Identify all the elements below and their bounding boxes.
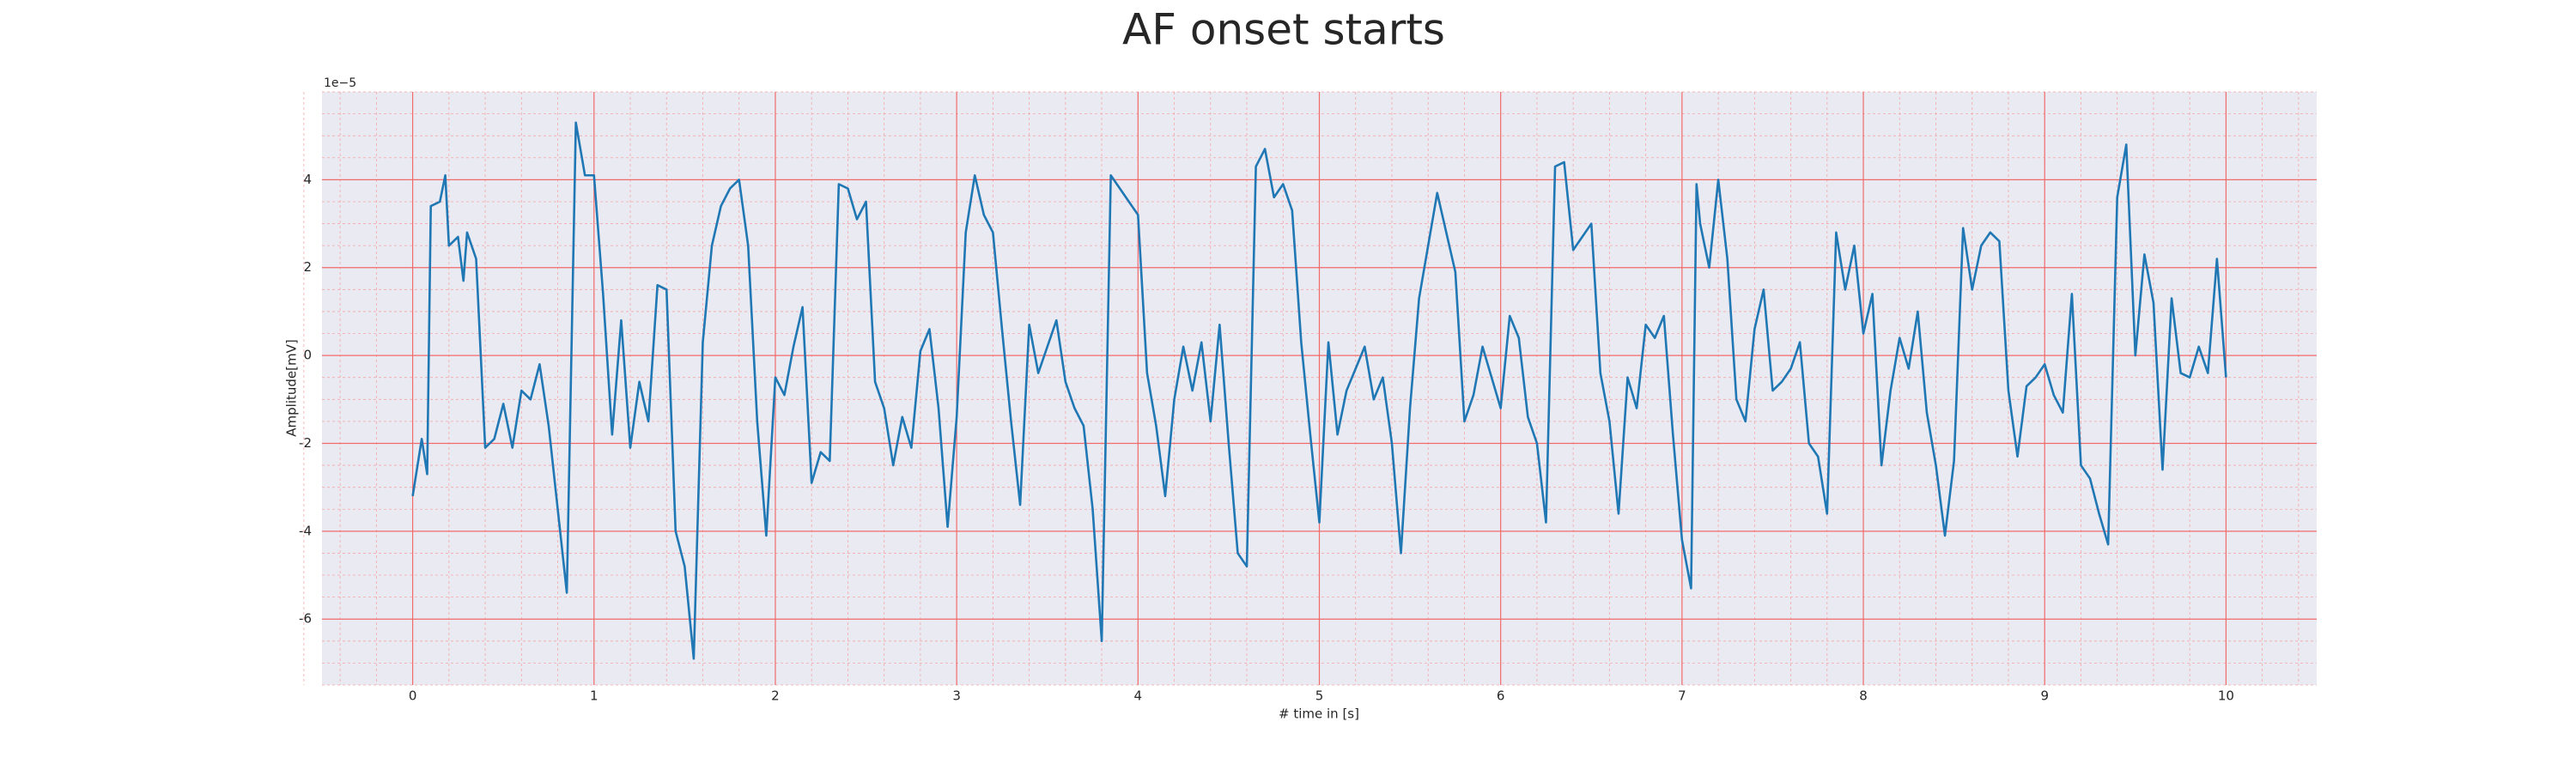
x-tick-label: 5 xyxy=(1315,688,1324,704)
x-tick-label: 10 xyxy=(2218,688,2234,704)
x-tick-label: 0 xyxy=(409,688,417,704)
x-tick-label: 1 xyxy=(590,688,598,704)
x-axis-label: # time in [s] xyxy=(1279,706,1359,722)
y-tick-label: 4 xyxy=(303,172,312,187)
x-tick-label: 2 xyxy=(771,688,780,704)
x-tick-label: 3 xyxy=(952,688,961,704)
signal-line xyxy=(411,121,2227,660)
y-tick-label: -6 xyxy=(299,611,312,627)
y-axis-label: Amplitude[mV] xyxy=(284,339,300,436)
ticks: 0 1 2 3 4 5 6 7 8 9 10 -6 -4 -2 0 2 4 xyxy=(299,172,2234,704)
x-tick-label: 8 xyxy=(1859,688,1868,704)
offset-text: 1e−5 xyxy=(324,76,356,90)
chart-title: AF onset starts xyxy=(1122,5,1445,55)
x-tick-label: 9 xyxy=(2040,688,2049,704)
y-tick-label: 2 xyxy=(303,259,312,275)
grid xyxy=(303,91,2317,686)
y-tick-label: -2 xyxy=(299,435,312,451)
x-tick-label: 4 xyxy=(1134,688,1143,704)
lines xyxy=(411,121,2227,660)
x-tick-label: 6 xyxy=(1497,688,1505,704)
y-tick-label: 0 xyxy=(303,348,312,363)
x-tick-label: 7 xyxy=(1678,688,1686,704)
y-tick-label: -4 xyxy=(299,523,312,538)
